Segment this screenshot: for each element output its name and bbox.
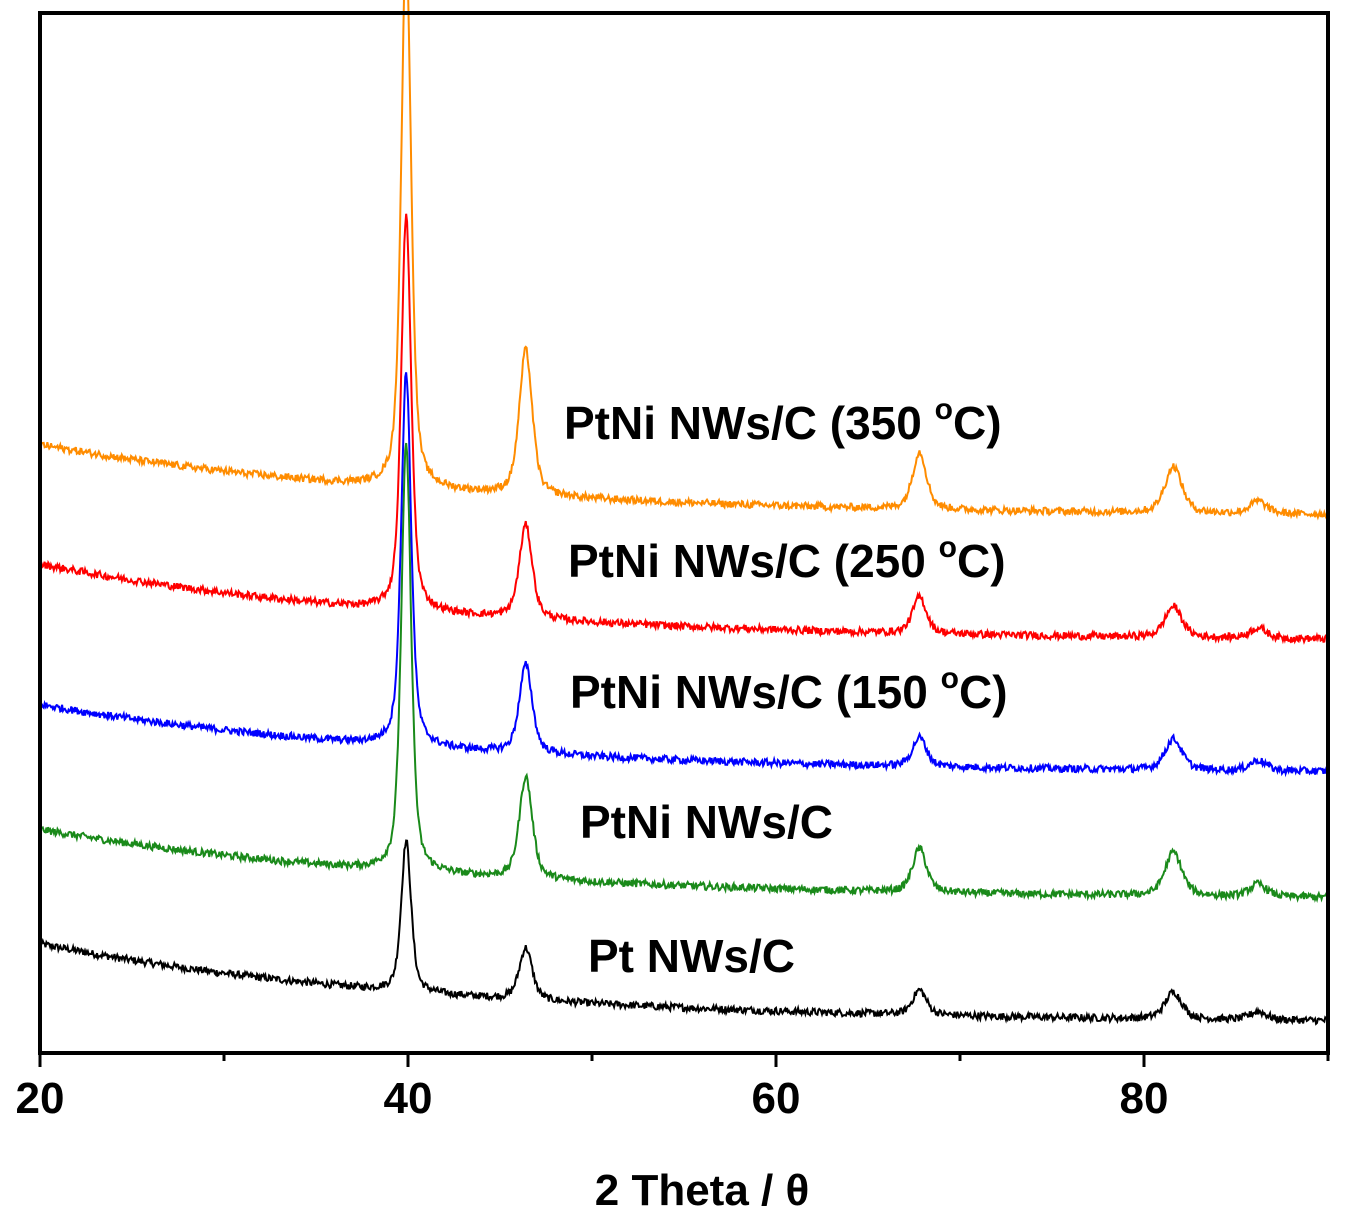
series-label-main: Pt NWs/C (588, 930, 795, 982)
series-line-2 (39, 372, 1329, 778)
series-layer (39, 0, 1329, 1026)
series-label-end: C) (959, 666, 1008, 718)
series-label-3: PtNi NWs/C (250 oC) (568, 531, 1006, 587)
series-line-1 (39, 442, 1329, 903)
degree-superscript: o (939, 531, 957, 564)
series-label-1: PtNi NWs/C (580, 796, 833, 848)
series-label-4: PtNi NWs/C (350 oC) (564, 393, 1002, 449)
x-tick-label: 40 (384, 1074, 433, 1123)
series-line-4 (39, 0, 1329, 521)
series-label-main: PtNi NWs/C (350 (564, 397, 935, 449)
degree-superscript: o (941, 662, 959, 695)
plot-frame (38, 11, 1330, 1055)
x-tick-label: 80 (1120, 1074, 1169, 1123)
degree-superscript: o (935, 393, 953, 426)
series-label-2: PtNi NWs/C (150 oC) (570, 662, 1008, 718)
series-line-0 (39, 839, 1329, 1026)
series-label-main: PtNi NWs/C (580, 796, 833, 848)
series-label-end: C) (953, 397, 1002, 449)
series-line-3 (39, 213, 1329, 645)
series-label-main: PtNi NWs/C (250 (568, 535, 939, 587)
series-label-0: Pt NWs/C (588, 930, 795, 982)
x-axis-ticks: 20 40 60 80 (16, 1053, 1330, 1123)
x-axis-title: 2 Theta / θ (595, 1166, 810, 1215)
x-tick-label: 60 (752, 1074, 801, 1123)
x-tick-label: 20 (16, 1074, 65, 1123)
series-label-main: PtNi NWs/C (150 (570, 666, 941, 718)
series-label-end: C) (957, 535, 1006, 587)
